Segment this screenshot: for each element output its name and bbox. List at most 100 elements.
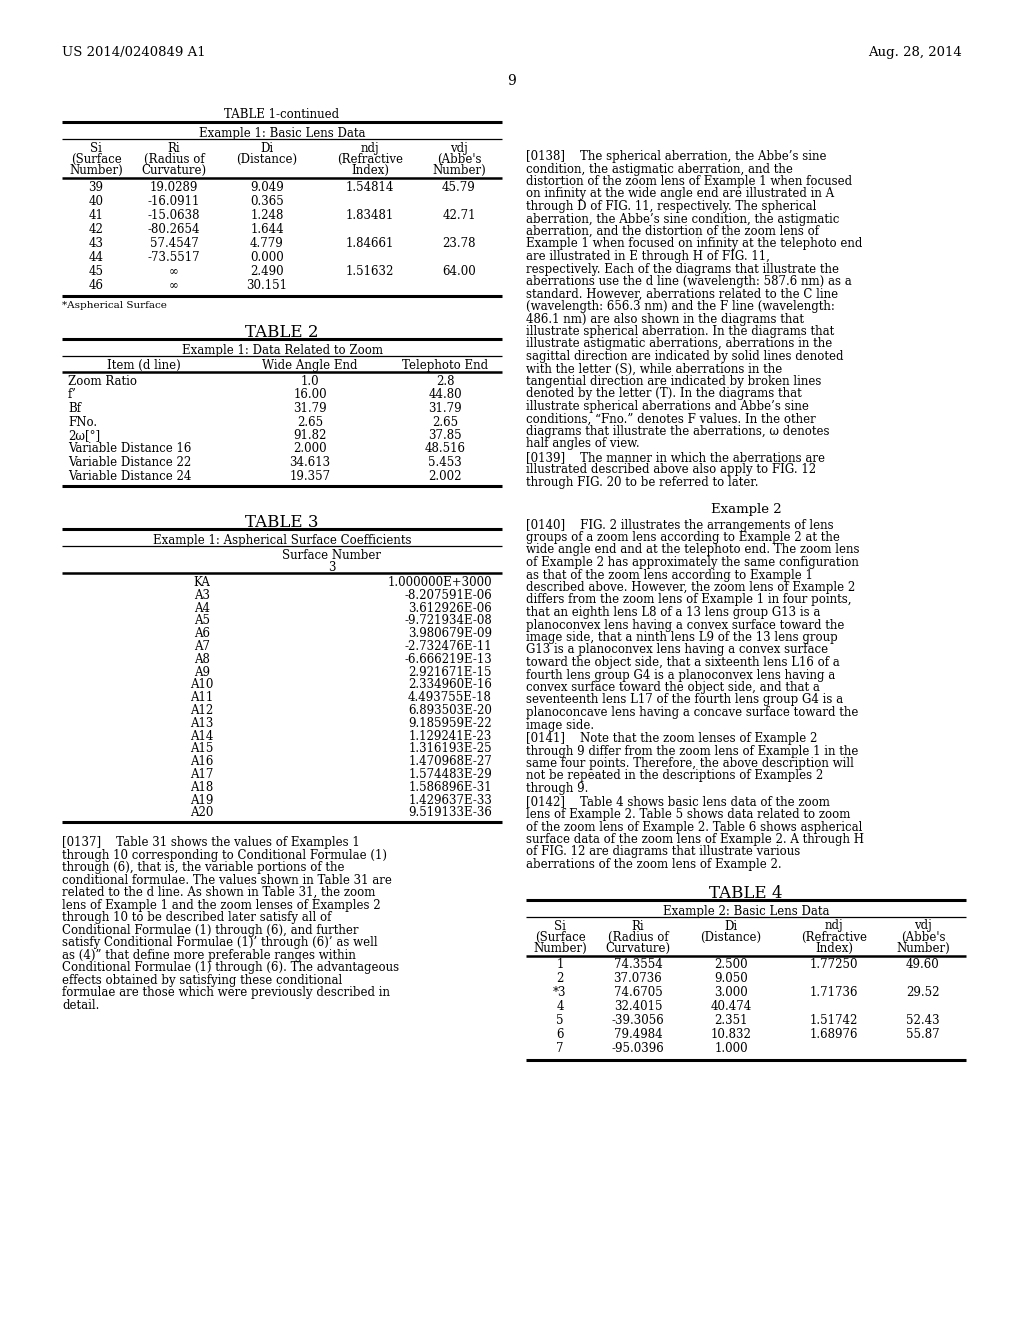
Text: 1.644: 1.644 (250, 223, 284, 236)
Text: 37.0736: 37.0736 (613, 973, 663, 986)
Text: convex surface toward the object side, and that a: convex surface toward the object side, a… (526, 681, 820, 694)
Text: 9.519133E-36: 9.519133E-36 (409, 807, 492, 820)
Text: sagittal direction are indicated by solid lines denoted: sagittal direction are indicated by soli… (526, 350, 844, 363)
Text: TABLE 3: TABLE 3 (246, 513, 318, 531)
Text: 2.65: 2.65 (432, 416, 458, 429)
Text: formulae are those which were previously described in: formulae are those which were previously… (62, 986, 390, 999)
Text: A17: A17 (190, 768, 214, 781)
Text: ∞: ∞ (169, 279, 179, 292)
Text: -8.207591E-06: -8.207591E-06 (404, 589, 492, 602)
Text: A5: A5 (194, 614, 210, 627)
Text: 1.77250: 1.77250 (810, 958, 858, 972)
Text: -15.0638: -15.0638 (147, 209, 201, 222)
Text: Aug. 28, 2014: Aug. 28, 2014 (868, 46, 962, 59)
Text: 9.050: 9.050 (714, 973, 748, 986)
Text: Di: Di (260, 143, 273, 154)
Text: described above. However, the zoom lens of Example 2: described above. However, the zoom lens … (526, 581, 855, 594)
Text: on infinity at the wide angle end are illustrated in A: on infinity at the wide angle end are il… (526, 187, 835, 201)
Text: (Distance): (Distance) (700, 931, 762, 944)
Text: Conditional Formulae (1) through (6), and further: Conditional Formulae (1) through (6), an… (62, 924, 358, 937)
Text: 2.000: 2.000 (293, 442, 327, 455)
Text: Zoom Ratio: Zoom Ratio (68, 375, 137, 388)
Text: 79.4984: 79.4984 (613, 1028, 663, 1041)
Text: toward the object side, that a sixteenth lens L16 of a: toward the object side, that a sixteenth… (526, 656, 840, 669)
Text: aberrations use the d line (wavelength: 587.6 nm) as a: aberrations use the d line (wavelength: … (526, 275, 852, 288)
Text: Number): Number) (896, 941, 950, 954)
Text: 16.00: 16.00 (293, 388, 327, 401)
Text: Example 2: Basic Lens Data: Example 2: Basic Lens Data (663, 904, 829, 917)
Text: 42: 42 (88, 223, 103, 236)
Text: Example 1: Basic Lens Data: Example 1: Basic Lens Data (199, 127, 366, 140)
Text: 32.4015: 32.4015 (613, 1001, 663, 1014)
Text: (Abbe's: (Abbe's (901, 931, 945, 944)
Text: -80.2654: -80.2654 (147, 223, 201, 236)
Text: A4: A4 (194, 602, 210, 615)
Text: groups of a zoom lens according to Example 2 at the: groups of a zoom lens according to Examp… (526, 531, 840, 544)
Text: A9: A9 (194, 665, 210, 678)
Text: 1.83481: 1.83481 (346, 209, 394, 222)
Text: aberration, and the distortion of the zoom lens of: aberration, and the distortion of the zo… (526, 224, 819, 238)
Text: TABLE 1-continued: TABLE 1-continued (224, 108, 340, 121)
Text: 31.79: 31.79 (428, 403, 462, 414)
Text: 2.8: 2.8 (436, 375, 455, 388)
Text: A19: A19 (190, 793, 214, 807)
Text: [0141]    Note that the zoom lenses of Example 2: [0141] Note that the zoom lenses of Exam… (526, 733, 817, 744)
Text: 37.85: 37.85 (428, 429, 462, 442)
Text: (Radius of: (Radius of (143, 153, 205, 166)
Text: Wide Angle End: Wide Angle End (262, 359, 357, 372)
Text: Variable Distance 24: Variable Distance 24 (68, 470, 191, 483)
Text: 43: 43 (88, 238, 103, 249)
Text: Si: Si (554, 920, 566, 932)
Text: Number): Number) (70, 164, 123, 177)
Text: aberrations of the zoom lens of Example 2.: aberrations of the zoom lens of Example … (526, 858, 781, 871)
Text: tangential direction are indicated by broken lines: tangential direction are indicated by br… (526, 375, 821, 388)
Text: G13 is a planoconvex lens having a convex surface: G13 is a planoconvex lens having a conve… (526, 644, 828, 656)
Text: image side, that a ninth lens L9 of the 13 lens group: image side, that a ninth lens L9 of the … (526, 631, 838, 644)
Text: A11: A11 (190, 692, 214, 704)
Text: 10.832: 10.832 (711, 1028, 752, 1041)
Text: 1: 1 (556, 958, 563, 972)
Text: ndj: ndj (824, 920, 844, 932)
Text: -2.732476E-11: -2.732476E-11 (404, 640, 492, 653)
Text: *Aspherical Surface: *Aspherical Surface (62, 301, 167, 310)
Text: 3.612926E-06: 3.612926E-06 (409, 602, 492, 615)
Text: planoconvex lens having a convex surface toward the: planoconvex lens having a convex surface… (526, 619, 845, 631)
Text: TABLE 2: TABLE 2 (246, 323, 318, 341)
Text: through 9 differ from the zoom lens of Example 1 in the: through 9 differ from the zoom lens of E… (526, 744, 858, 758)
Text: 4: 4 (556, 1001, 564, 1014)
Text: (Refractive: (Refractive (801, 931, 867, 944)
Text: of FIG. 12 are diagrams that illustrate various: of FIG. 12 are diagrams that illustrate … (526, 846, 800, 858)
Text: effects obtained by satisfying these conditional: effects obtained by satisfying these con… (62, 974, 342, 987)
Text: 64.00: 64.00 (442, 265, 476, 279)
Text: [0142]    Table 4 shows basic lens data of the zoom: [0142] Table 4 shows basic lens data of … (526, 796, 829, 808)
Text: A6: A6 (194, 627, 210, 640)
Text: 2: 2 (556, 973, 563, 986)
Text: (Distance): (Distance) (237, 153, 298, 166)
Text: *3: *3 (553, 986, 566, 999)
Text: 1.84661: 1.84661 (346, 238, 394, 249)
Text: 9.185959E-22: 9.185959E-22 (409, 717, 492, 730)
Text: Bf: Bf (68, 403, 81, 414)
Text: 1.54814: 1.54814 (346, 181, 394, 194)
Text: 19.0289: 19.0289 (150, 181, 199, 194)
Text: 40.474: 40.474 (711, 1001, 752, 1014)
Text: 3.980679E-09: 3.980679E-09 (408, 627, 492, 640)
Text: 9: 9 (508, 74, 516, 88)
Text: 1.68976: 1.68976 (810, 1028, 858, 1041)
Text: Surface Number: Surface Number (283, 549, 382, 562)
Text: 29.52: 29.52 (906, 986, 940, 999)
Text: illustrate spherical aberration. In the diagrams that: illustrate spherical aberration. In the … (526, 325, 835, 338)
Text: vdj: vdj (451, 143, 468, 154)
Text: 1.470968E-27: 1.470968E-27 (409, 755, 492, 768)
Text: through 10 to be described later satisfy all of: through 10 to be described later satisfy… (62, 911, 332, 924)
Text: Number): Number) (534, 941, 587, 954)
Text: Example 1: Data Related to Zoom: Example 1: Data Related to Zoom (181, 345, 383, 356)
Text: A12: A12 (190, 704, 214, 717)
Text: A15: A15 (190, 742, 214, 755)
Text: 57.4547: 57.4547 (150, 238, 199, 249)
Text: 3: 3 (329, 561, 336, 574)
Text: 55.87: 55.87 (906, 1028, 940, 1041)
Text: Curvature): Curvature) (141, 164, 207, 177)
Text: 40: 40 (88, 195, 103, 209)
Text: 2.921671E-15: 2.921671E-15 (409, 665, 492, 678)
